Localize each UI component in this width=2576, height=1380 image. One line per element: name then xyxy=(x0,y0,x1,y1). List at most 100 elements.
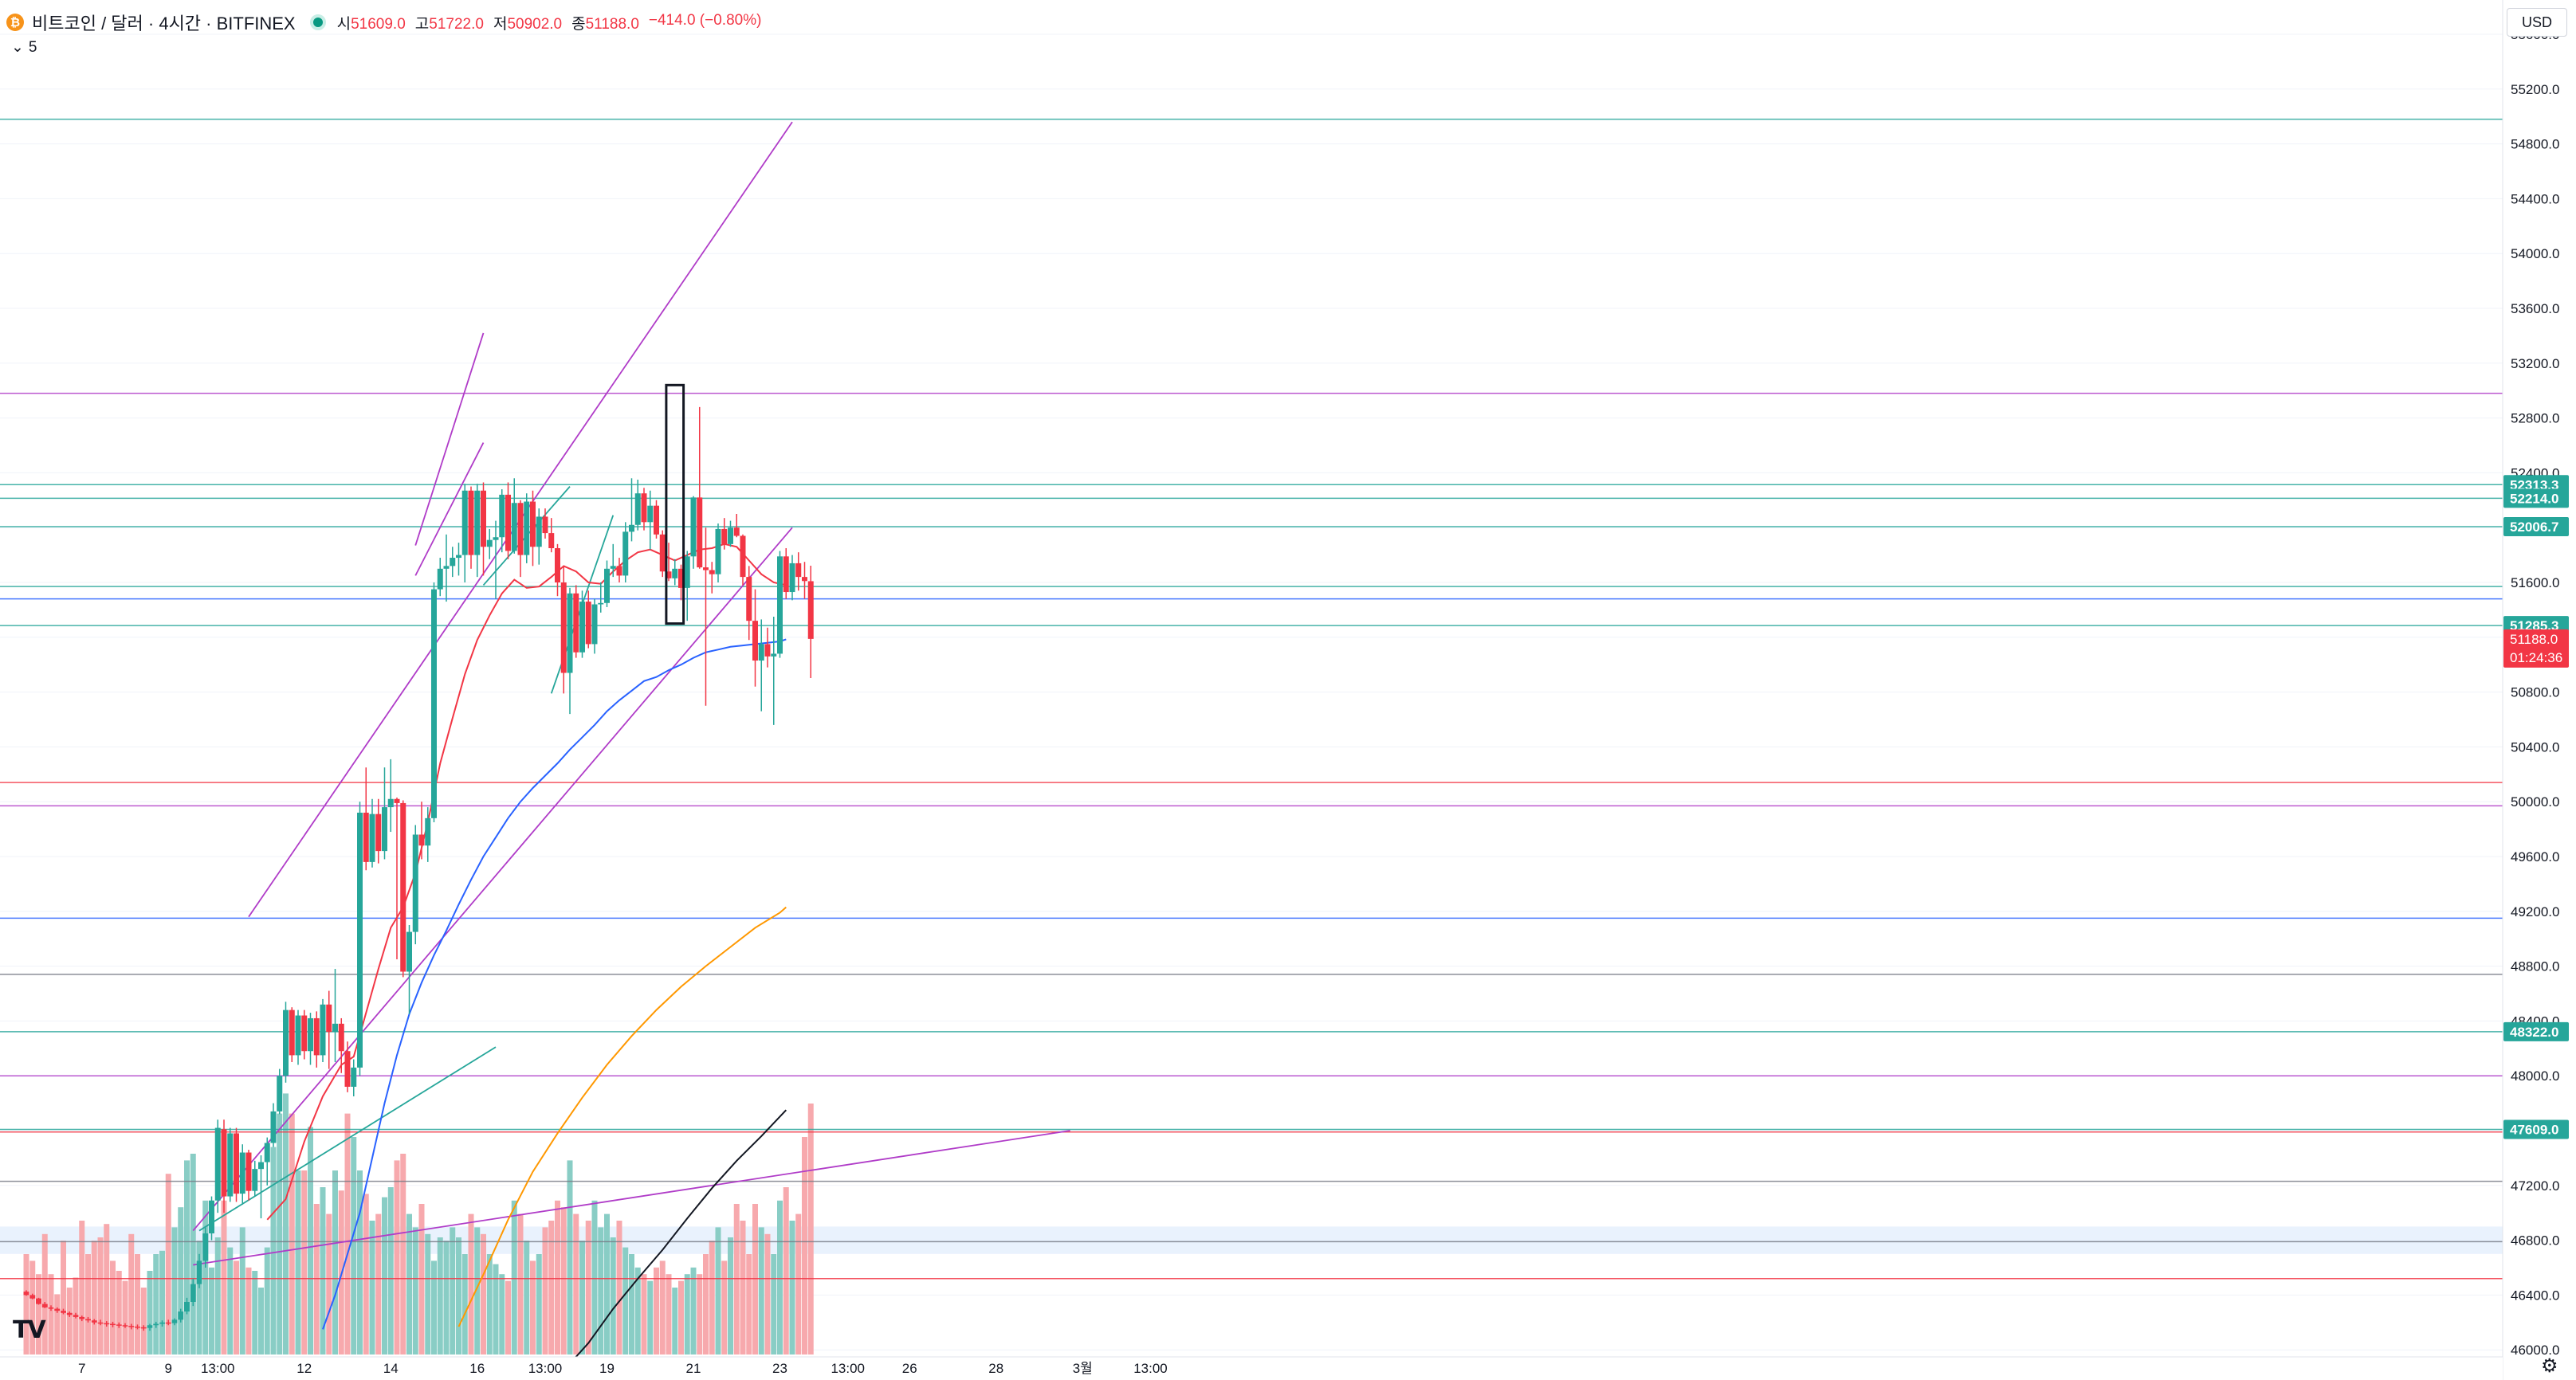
candle-body xyxy=(598,602,604,605)
candle-body xyxy=(54,1308,61,1311)
volume-bar xyxy=(530,1260,536,1355)
ma-blue-line xyxy=(322,638,787,1330)
candle-body xyxy=(363,812,369,862)
candle-body xyxy=(252,1169,258,1191)
ma-red-line xyxy=(266,543,787,1221)
horizontal-levels[interactable] xyxy=(0,118,2503,1280)
volume-bar xyxy=(320,1187,326,1355)
candle-body xyxy=(412,834,418,932)
symbol-header[interactable]: ₿ 비트코인 / 달러 · 4시간 · BITFINEX 시51609.0 고5… xyxy=(6,8,761,37)
candle-body xyxy=(486,539,493,547)
candle-body xyxy=(604,568,610,603)
chevron-down-icon: ⌄ xyxy=(11,39,24,56)
volume-bar xyxy=(641,1274,647,1355)
volume-bar xyxy=(728,1237,733,1355)
level-price-tag xyxy=(2503,488,2569,508)
volume-bar xyxy=(36,1274,41,1355)
candle-body xyxy=(573,593,579,653)
candle-body xyxy=(610,566,616,569)
volume-bar xyxy=(153,1254,159,1355)
volume-bar xyxy=(437,1237,443,1355)
volume-bar xyxy=(295,1170,301,1355)
volume-bar xyxy=(672,1288,678,1355)
candle-body xyxy=(165,1322,171,1324)
candle-body xyxy=(344,1051,351,1087)
candle-body xyxy=(481,490,486,547)
candle-body xyxy=(36,1298,41,1304)
volume-bar xyxy=(690,1267,697,1355)
volume-bar xyxy=(110,1260,116,1355)
candle-body xyxy=(73,1315,79,1317)
candle-body xyxy=(524,501,530,555)
y-tick-label: 49200.0 xyxy=(2511,904,2559,919)
volume-bar xyxy=(270,1147,277,1355)
candle-body xyxy=(209,1200,214,1233)
volume-bar xyxy=(357,1170,363,1355)
gear-icon[interactable]: ⚙ xyxy=(2541,1355,2558,1377)
candle-body xyxy=(116,1324,122,1326)
candle-body xyxy=(387,798,394,808)
candle-body xyxy=(746,577,752,621)
ma-black-line xyxy=(563,1109,787,1371)
candle-body xyxy=(678,568,684,588)
candle-body xyxy=(245,1152,252,1191)
volume-bar xyxy=(505,1280,511,1355)
candle-body xyxy=(591,604,598,645)
candle-body xyxy=(715,528,721,574)
candle-body xyxy=(802,577,807,582)
volume-bar xyxy=(517,1213,524,1355)
volume-bar xyxy=(140,1288,147,1355)
candle-body xyxy=(493,537,499,540)
y-tick-label: 50400.0 xyxy=(2511,739,2559,755)
volume-bar xyxy=(375,1213,382,1355)
volume-bar xyxy=(598,1227,604,1355)
volume-bar xyxy=(647,1280,654,1355)
volume-bar xyxy=(135,1254,140,1355)
candle-body xyxy=(616,566,622,576)
volume-bar xyxy=(147,1271,153,1355)
candle-body xyxy=(221,1129,227,1197)
volume-bar xyxy=(697,1274,703,1355)
level-price-label: 47609.0 xyxy=(2510,1122,2558,1137)
candle-body xyxy=(400,802,406,972)
volume-bar xyxy=(783,1187,789,1355)
candle-body xyxy=(795,563,802,578)
candle-body xyxy=(270,1111,277,1143)
volume-bar xyxy=(23,1254,29,1355)
candle-body xyxy=(560,582,567,673)
volume-bar xyxy=(209,1267,214,1355)
y-tick-label: 54400.0 xyxy=(2511,191,2559,206)
symbol-title[interactable]: 비트코인 / 달러 · 4시간 · BITFINEX xyxy=(32,14,296,33)
candle-body xyxy=(733,527,740,536)
volume-bar xyxy=(196,1241,202,1355)
x-tick-label: 16 xyxy=(469,1361,485,1376)
candle-body xyxy=(443,566,450,569)
candle-body xyxy=(740,535,746,578)
candle-body xyxy=(690,497,697,557)
candle-body xyxy=(382,807,387,852)
volume-bar xyxy=(555,1200,560,1355)
tradingview-logo[interactable]: TV xyxy=(13,1316,46,1344)
candle-body xyxy=(567,593,573,673)
volume-bar xyxy=(394,1160,400,1355)
candle-body xyxy=(48,1307,54,1309)
candle-body xyxy=(536,516,542,547)
moving-averages xyxy=(266,543,787,1371)
candle-body xyxy=(196,1260,202,1284)
candle-body xyxy=(659,534,666,572)
candle-body xyxy=(338,1023,344,1052)
y-tick-label: 50000.0 xyxy=(2511,794,2559,810)
y-tick-label: 53200.0 xyxy=(2511,356,2559,371)
candle-body xyxy=(239,1152,245,1194)
candle-body xyxy=(79,1316,85,1319)
volume-bar xyxy=(629,1254,634,1355)
indicator-toggle[interactable]: ⌄ 5 xyxy=(11,38,37,57)
volume-bar xyxy=(184,1160,190,1355)
currency-button[interactable]: USD xyxy=(2507,8,2567,37)
candle-body xyxy=(777,556,783,654)
highlight-box[interactable] xyxy=(665,383,685,625)
volume-bar xyxy=(234,1260,239,1355)
current-price-tag xyxy=(2503,629,2569,668)
